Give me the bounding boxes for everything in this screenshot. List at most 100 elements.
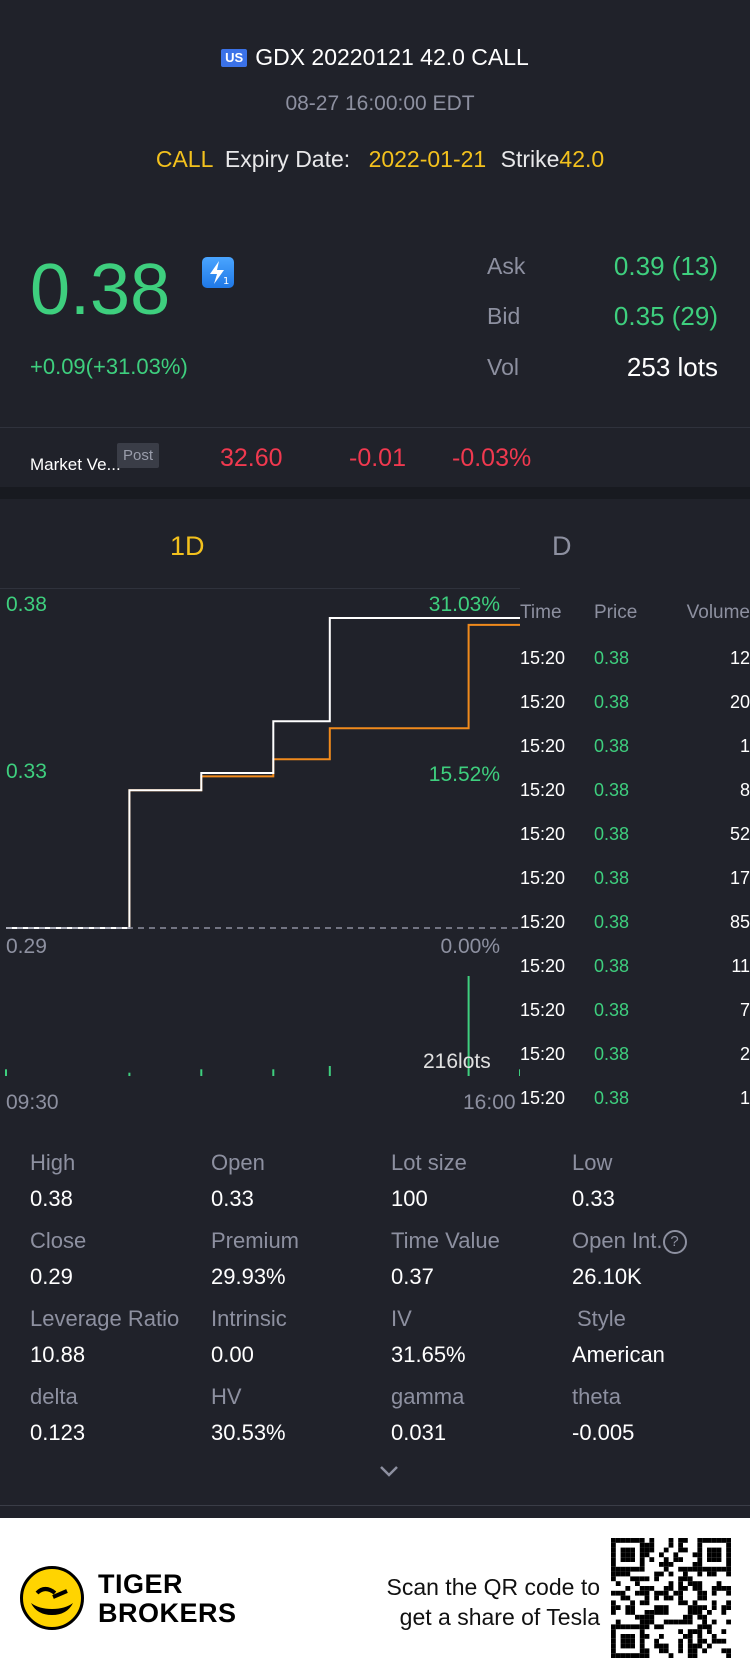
- trade-time: 15:20: [520, 1088, 566, 1108]
- bid-label: Bid: [487, 303, 521, 329]
- underlying-change-pct: -0.03%: [452, 444, 532, 472]
- lightning-icon[interactable]: 1: [202, 257, 234, 288]
- stat-value: 30.53%: [211, 1420, 286, 1445]
- tab-1d[interactable]: 1D: [170, 531, 205, 561]
- stat-intrinsic: Intrinsic 0.00: [211, 1306, 391, 1368]
- trade-time: 15:20: [520, 1000, 566, 1020]
- volume-bar: [128, 1072, 131, 1076]
- stat-label-text: Style: [577, 1306, 626, 1331]
- stat-value: 0.123: [30, 1420, 86, 1445]
- volume-bar: [200, 1069, 203, 1076]
- divider: [0, 588, 520, 589]
- vol-label: Vol: [487, 354, 519, 380]
- trade-row: 15:20 0.38 1: [520, 1088, 750, 1132]
- scan-promo-text: Scan the QR code to get a share of Tesla: [368, 1572, 600, 1632]
- stat-label: delta: [30, 1384, 210, 1410]
- trade-price: 0.38: [594, 1000, 630, 1020]
- stat-theta: theta -0.005: [572, 1384, 750, 1446]
- underlying-market-label[interactable]: Market Ve...: [30, 455, 121, 474]
- help-icon[interactable]: ?: [662, 1230, 687, 1254]
- y-label-high: 0.38: [6, 593, 47, 616]
- stat-gamma: gamma 0.031: [391, 1384, 571, 1446]
- trade-price: 0.38: [594, 824, 630, 844]
- underlying-price: 32.60: [220, 444, 283, 472]
- expiry-value: 2022-01-21: [368, 146, 487, 172]
- stat-label-text: High: [30, 1150, 76, 1175]
- trade-price: 0.38: [594, 648, 630, 668]
- stat-label-text: IV: [391, 1306, 412, 1331]
- stat-label: Time Value: [391, 1228, 571, 1254]
- stat-lot-size: Lot size 100: [391, 1150, 571, 1212]
- stat-label-text: gamma: [391, 1384, 465, 1409]
- stat-delta: delta 0.123: [30, 1384, 210, 1446]
- trade-row: 15:20 0.38 8: [520, 780, 750, 824]
- trade-row: 15:20 0.38 17: [520, 868, 750, 912]
- stat-label-text: Intrinsic: [211, 1306, 287, 1331]
- trade-row: 15:20 0.38 11: [520, 956, 750, 1000]
- qr-code[interactable]: [611, 1538, 731, 1658]
- stat-hv: HV 30.53%: [211, 1384, 391, 1446]
- trade-time: 15:20: [520, 956, 566, 976]
- stat-label: Open Int.?: [572, 1228, 750, 1254]
- stat-leverage-ratio: Leverage Ratio 10.88: [30, 1306, 210, 1368]
- trade-volume: 12: [729, 648, 750, 668]
- scan-line-1: Scan the QR code to: [386, 1574, 600, 1600]
- trade-row: 15:20 0.38 52: [520, 824, 750, 868]
- trade-time: 15:20: [520, 1044, 566, 1064]
- stat-label-text: Open: [211, 1150, 265, 1175]
- stat-value: 100: [391, 1186, 428, 1211]
- trade-time: 15:20: [520, 912, 566, 932]
- trade-price: 0.38: [594, 868, 630, 888]
- divider: [0, 1505, 750, 1506]
- col-header-price: Price: [594, 602, 638, 623]
- col-header-volume: Volume: [686, 602, 750, 623]
- x-label-end: 16:00: [463, 1091, 516, 1114]
- trade-volume: 8: [739, 780, 750, 800]
- trade-price: 0.38: [594, 912, 630, 932]
- stat-label: Low: [572, 1150, 750, 1176]
- brand-line-2: BROKERS: [98, 1598, 237, 1628]
- bid-value: 0.35 (29): [613, 301, 718, 331]
- trade-row: 15:20 0.38 7: [520, 1000, 750, 1044]
- trade-row: 15:20 0.38 12: [520, 648, 750, 692]
- trade-volume: 20: [729, 692, 750, 712]
- intraday-chart[interactable]: [0, 588, 520, 1078]
- underlying-change: -0.01: [349, 444, 406, 472]
- stat-label: Open: [211, 1150, 391, 1176]
- y-label-low: 0.29: [6, 935, 47, 958]
- stat-value: -0.005: [572, 1420, 635, 1445]
- expiry-label: Expiry Date:: [224, 146, 351, 172]
- pct-label-low: 0.00%: [440, 935, 500, 958]
- stat-time-value: Time Value 0.37: [391, 1228, 571, 1290]
- stat-label: Close: [30, 1228, 210, 1254]
- stat-value: 0.38: [30, 1186, 73, 1211]
- quote-timestamp: 08-27 16:00:00 EDT: [285, 92, 475, 115]
- chevron-down-icon[interactable]: [378, 1460, 400, 1482]
- stat-low: Low 0.33: [572, 1150, 750, 1212]
- contract-info: CALL Expiry Date: 2022-01-21 Strike42.0: [0, 146, 750, 173]
- brand-name: TIGER BROKERS: [98, 1570, 237, 1628]
- stat-value: 0.00: [211, 1342, 254, 1367]
- trade-time: 15:20: [520, 692, 566, 712]
- stat-value: 10.88: [30, 1342, 86, 1367]
- stat-value: 0.031: [391, 1420, 447, 1445]
- trade-price: 0.38: [594, 736, 630, 756]
- price-line: [6, 617, 520, 929]
- stat-label-text: Time Value: [391, 1228, 500, 1253]
- session-badge: Post: [117, 443, 160, 468]
- stat-label: HV: [211, 1384, 391, 1410]
- stat-label: gamma: [391, 1384, 571, 1410]
- stat-style: Style American: [572, 1306, 750, 1368]
- tab-daily[interactable]: D: [552, 531, 572, 561]
- pct-label-high: 31.03%: [428, 593, 500, 616]
- section-separator: [0, 487, 750, 499]
- option-type: CALL: [155, 146, 213, 172]
- option-title: US GDX 20220121 42.0 CALL: [0, 44, 750, 71]
- tiger-logo-icon: [20, 1566, 84, 1630]
- stat-label-text: Premium: [211, 1228, 300, 1253]
- trade-volume: 52: [729, 824, 750, 844]
- stat-label: theta: [572, 1384, 750, 1410]
- stat-open: Open 0.33: [211, 1150, 391, 1212]
- trade-time: 15:20: [520, 736, 566, 756]
- trade-volume: 11: [731, 956, 750, 976]
